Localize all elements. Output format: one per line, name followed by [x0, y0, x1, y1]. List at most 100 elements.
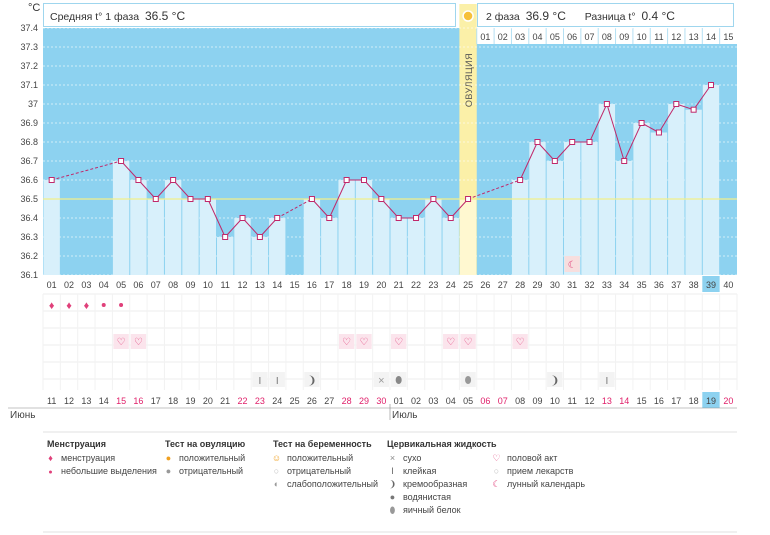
y-tick-label: 36.3 [20, 232, 38, 242]
phase2-day-label: 07 [585, 32, 595, 42]
menstruation-icon: ♦ [48, 453, 53, 463]
series-segment [138, 179, 157, 200]
cycle-day-label: 25 [463, 280, 473, 290]
series-segment [276, 198, 313, 219]
phase2-header: 2 фаза 36.9 °C Разница t° 0.4 °C [477, 3, 734, 27]
series-segment [658, 103, 677, 133]
data-point [465, 196, 472, 202]
ovulation-label: ОВУЛЯЦИЯ [464, 53, 474, 107]
legend-menstruation: ♦ менструация [45, 453, 115, 463]
dry-cell [373, 372, 389, 387]
legend-pregnancy-negative: ○ отрицательный [271, 466, 351, 476]
y-tick-label: 36.7 [20, 156, 38, 166]
date-label: 13 [81, 396, 91, 406]
series-segment [380, 198, 400, 219]
cycle-day-label: 05 [116, 280, 126, 290]
date-label: 16 [133, 396, 143, 406]
light-bleeding-icon [101, 303, 106, 307]
date-label: 29 [359, 396, 369, 406]
cycle-day-label: 35 [637, 280, 647, 290]
temperature-bar [355, 180, 373, 275]
moon-icon: ☾ [492, 479, 501, 489]
cycle-day-label: 33 [602, 280, 612, 290]
series-segment [363, 179, 382, 200]
phase2-day-label: 02 [498, 32, 508, 42]
temperature-bar [598, 104, 616, 275]
data-point [638, 120, 645, 126]
intercourse-cell [338, 334, 355, 349]
data-point [621, 158, 628, 164]
legend-ovulation-test-title: Тест на овуляцию [165, 439, 246, 449]
heart-icon: ♡ [446, 337, 455, 348]
data-point [152, 196, 159, 202]
legend-pregnancy-weak: ◐ слабоположительный [271, 479, 378, 489]
data-point [413, 215, 420, 221]
cycle-day-label: 37 [671, 280, 681, 290]
cycle-day-label: 03 [81, 280, 91, 290]
droplet-icon [395, 376, 402, 384]
date-label: 26 [307, 396, 317, 406]
diff-value: 0.4 °C [641, 9, 675, 23]
series-segment [224, 217, 243, 238]
temperature-bar [43, 180, 60, 275]
temperature-bar [685, 109, 702, 275]
drop-icon: ● [48, 469, 53, 476]
date-label: 15 [637, 396, 647, 406]
data-point [256, 234, 263, 240]
series-segment [415, 198, 434, 219]
date-label: 22 [238, 396, 248, 406]
cycle-day-label: 19 [359, 280, 369, 290]
cycle-day-label: 02 [64, 280, 74, 290]
data-point [48, 177, 55, 183]
date-label: 18 [689, 396, 699, 406]
cycle-day-label: 32 [585, 280, 595, 290]
lunar-cell [564, 256, 580, 272]
data-point [274, 215, 281, 221]
cross-icon: × [378, 375, 384, 387]
month-label: Июнь [10, 410, 35, 421]
phase2-day-label: 15 [723, 32, 733, 42]
data-point [673, 101, 680, 107]
date-label: 25 [290, 396, 300, 406]
legend-cervical-title: Цервикальная жидкость [387, 439, 497, 449]
heart-icon: ♡ [492, 453, 501, 463]
cycle-day-label: 39 [706, 280, 716, 290]
cycle-day-label: 07 [151, 280, 161, 290]
phase2-day-label: 11 [654, 32, 663, 42]
diff-label: Разница t° [584, 11, 636, 23]
cycle-day-label: 34 [619, 280, 629, 290]
date-label: 20 [203, 396, 213, 406]
legend-pregnancy-positive: ☺ положительный [271, 453, 354, 463]
temperature-bar [234, 218, 251, 275]
date-label: 13 [602, 396, 612, 406]
phase2-day-label: 13 [689, 32, 699, 42]
phase2-day-label: 03 [515, 32, 525, 42]
y-tick-label: 36.8 [20, 137, 38, 147]
series-segment [172, 179, 191, 200]
y-tick-label: 37 [28, 99, 38, 109]
temperature-bar [442, 218, 459, 275]
cycle-day-label: 22 [411, 280, 421, 290]
creamy-icon: ❩ [307, 375, 316, 387]
legend-pregnancy-title: Тест на беременность [273, 439, 372, 449]
temperature-bar [702, 85, 720, 275]
date-label: 27 [324, 396, 334, 406]
heart-icon: ♡ [134, 337, 143, 348]
phase1-label: Средняя t° 1 фаза [50, 11, 140, 23]
date-label: 07 [498, 396, 508, 406]
legend-lunar: ☾ лунный календарь [492, 479, 586, 489]
sun-icon [462, 10, 474, 22]
data-point [187, 196, 194, 202]
y-tick-label: 37.4 [20, 23, 38, 33]
creamy-icon: ❩ [388, 479, 397, 489]
legend-light-bleeding: ● небольшие выделения [45, 466, 157, 476]
series-segment [207, 198, 226, 238]
menstruation-icon: ♦ [66, 300, 72, 312]
series-segment [606, 103, 625, 162]
temperature-bar [182, 199, 199, 275]
sticky-cell [252, 372, 268, 387]
series-segment [259, 217, 278, 238]
data-point [551, 158, 558, 164]
y-tick-label: 36.5 [20, 194, 38, 204]
intercourse-cell [460, 334, 476, 349]
